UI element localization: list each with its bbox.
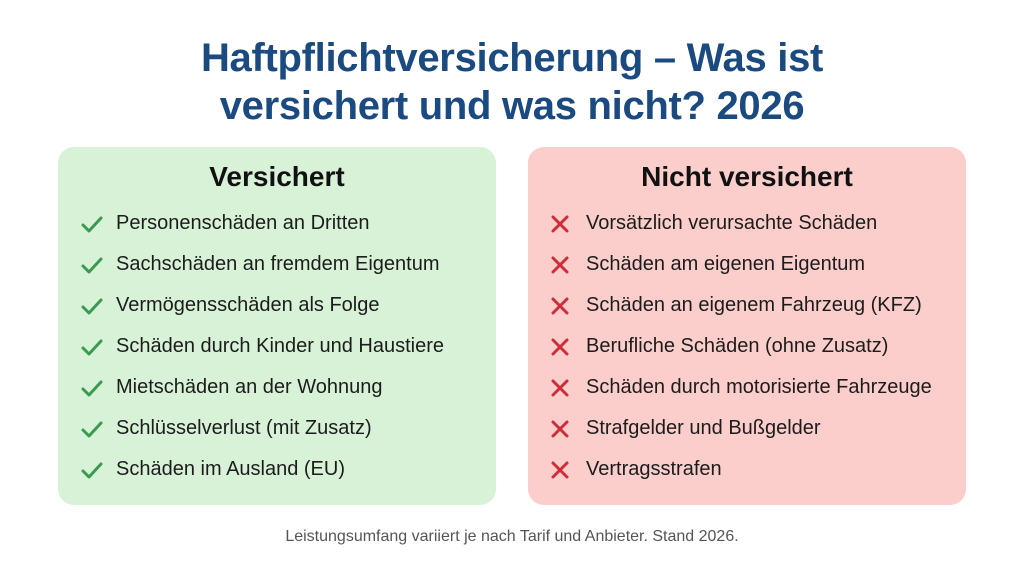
cross-icon [548,460,586,480]
check-icon [78,419,116,439]
covered-list: Personenschäden an Dritten Sachschäden a… [78,203,496,490]
title-line-2: versichert und was nicht? 2026 [219,84,805,128]
check-icon [78,378,116,398]
list-item: Sachschäden an fremdem Eigentum [78,244,496,285]
check-icon [78,460,116,480]
not-covered-panel: Nicht versichert Vorsätzlich verursachte… [528,147,966,505]
list-item: Schlüsselverlust (mit Zusatz) [78,408,496,449]
list-item: Schäden durch Kinder und Haustiere [78,326,496,367]
list-item: Berufliche Schäden (ohne Zusatz) [548,326,966,367]
cross-icon [548,378,586,398]
covered-heading: Versichert [209,161,345,192]
page-title: Haftpflichtversicherung – Was ist versic… [0,34,1024,130]
cross-icon [548,296,586,316]
title-line-1: Haftpflichtversicherung – Was ist [200,36,824,80]
list-item: Schäden an eigenem Fahrzeug (KFZ) [548,285,966,326]
list-item: Personenschäden an Dritten [78,203,496,244]
check-icon [78,214,116,234]
cross-icon [548,419,586,439]
check-icon [78,296,116,316]
cross-icon [548,255,586,275]
cross-icon [548,214,586,234]
list-item: Mietschäden an der Wohnung [78,367,496,408]
not-covered-list: Vorsätzlich verursachte Schäden Schäden … [548,203,966,490]
list-item: Schäden am eigenen Eigentum [548,244,966,285]
cross-icon [548,337,586,357]
list-item: Schäden durch motorisierte Fahrzeuge [548,367,966,408]
list-item: Vermögensschäden als Folge [78,285,496,326]
check-icon [78,255,116,275]
footnote: Leistungsumfang variiert je nach Tarif u… [285,528,739,545]
check-icon [78,337,116,357]
list-item: Vorsätzlich verursachte Schäden [548,203,966,244]
list-item: Schäden im Ausland (EU) [78,449,496,490]
not-covered-heading: Nicht versichert [641,161,853,192]
covered-panel: Versichert Personenschäden an Dritten Sa… [58,147,496,505]
list-item: Vertragsstrafen [548,449,966,490]
list-item: Strafgelder und Bußgelder [548,408,966,449]
